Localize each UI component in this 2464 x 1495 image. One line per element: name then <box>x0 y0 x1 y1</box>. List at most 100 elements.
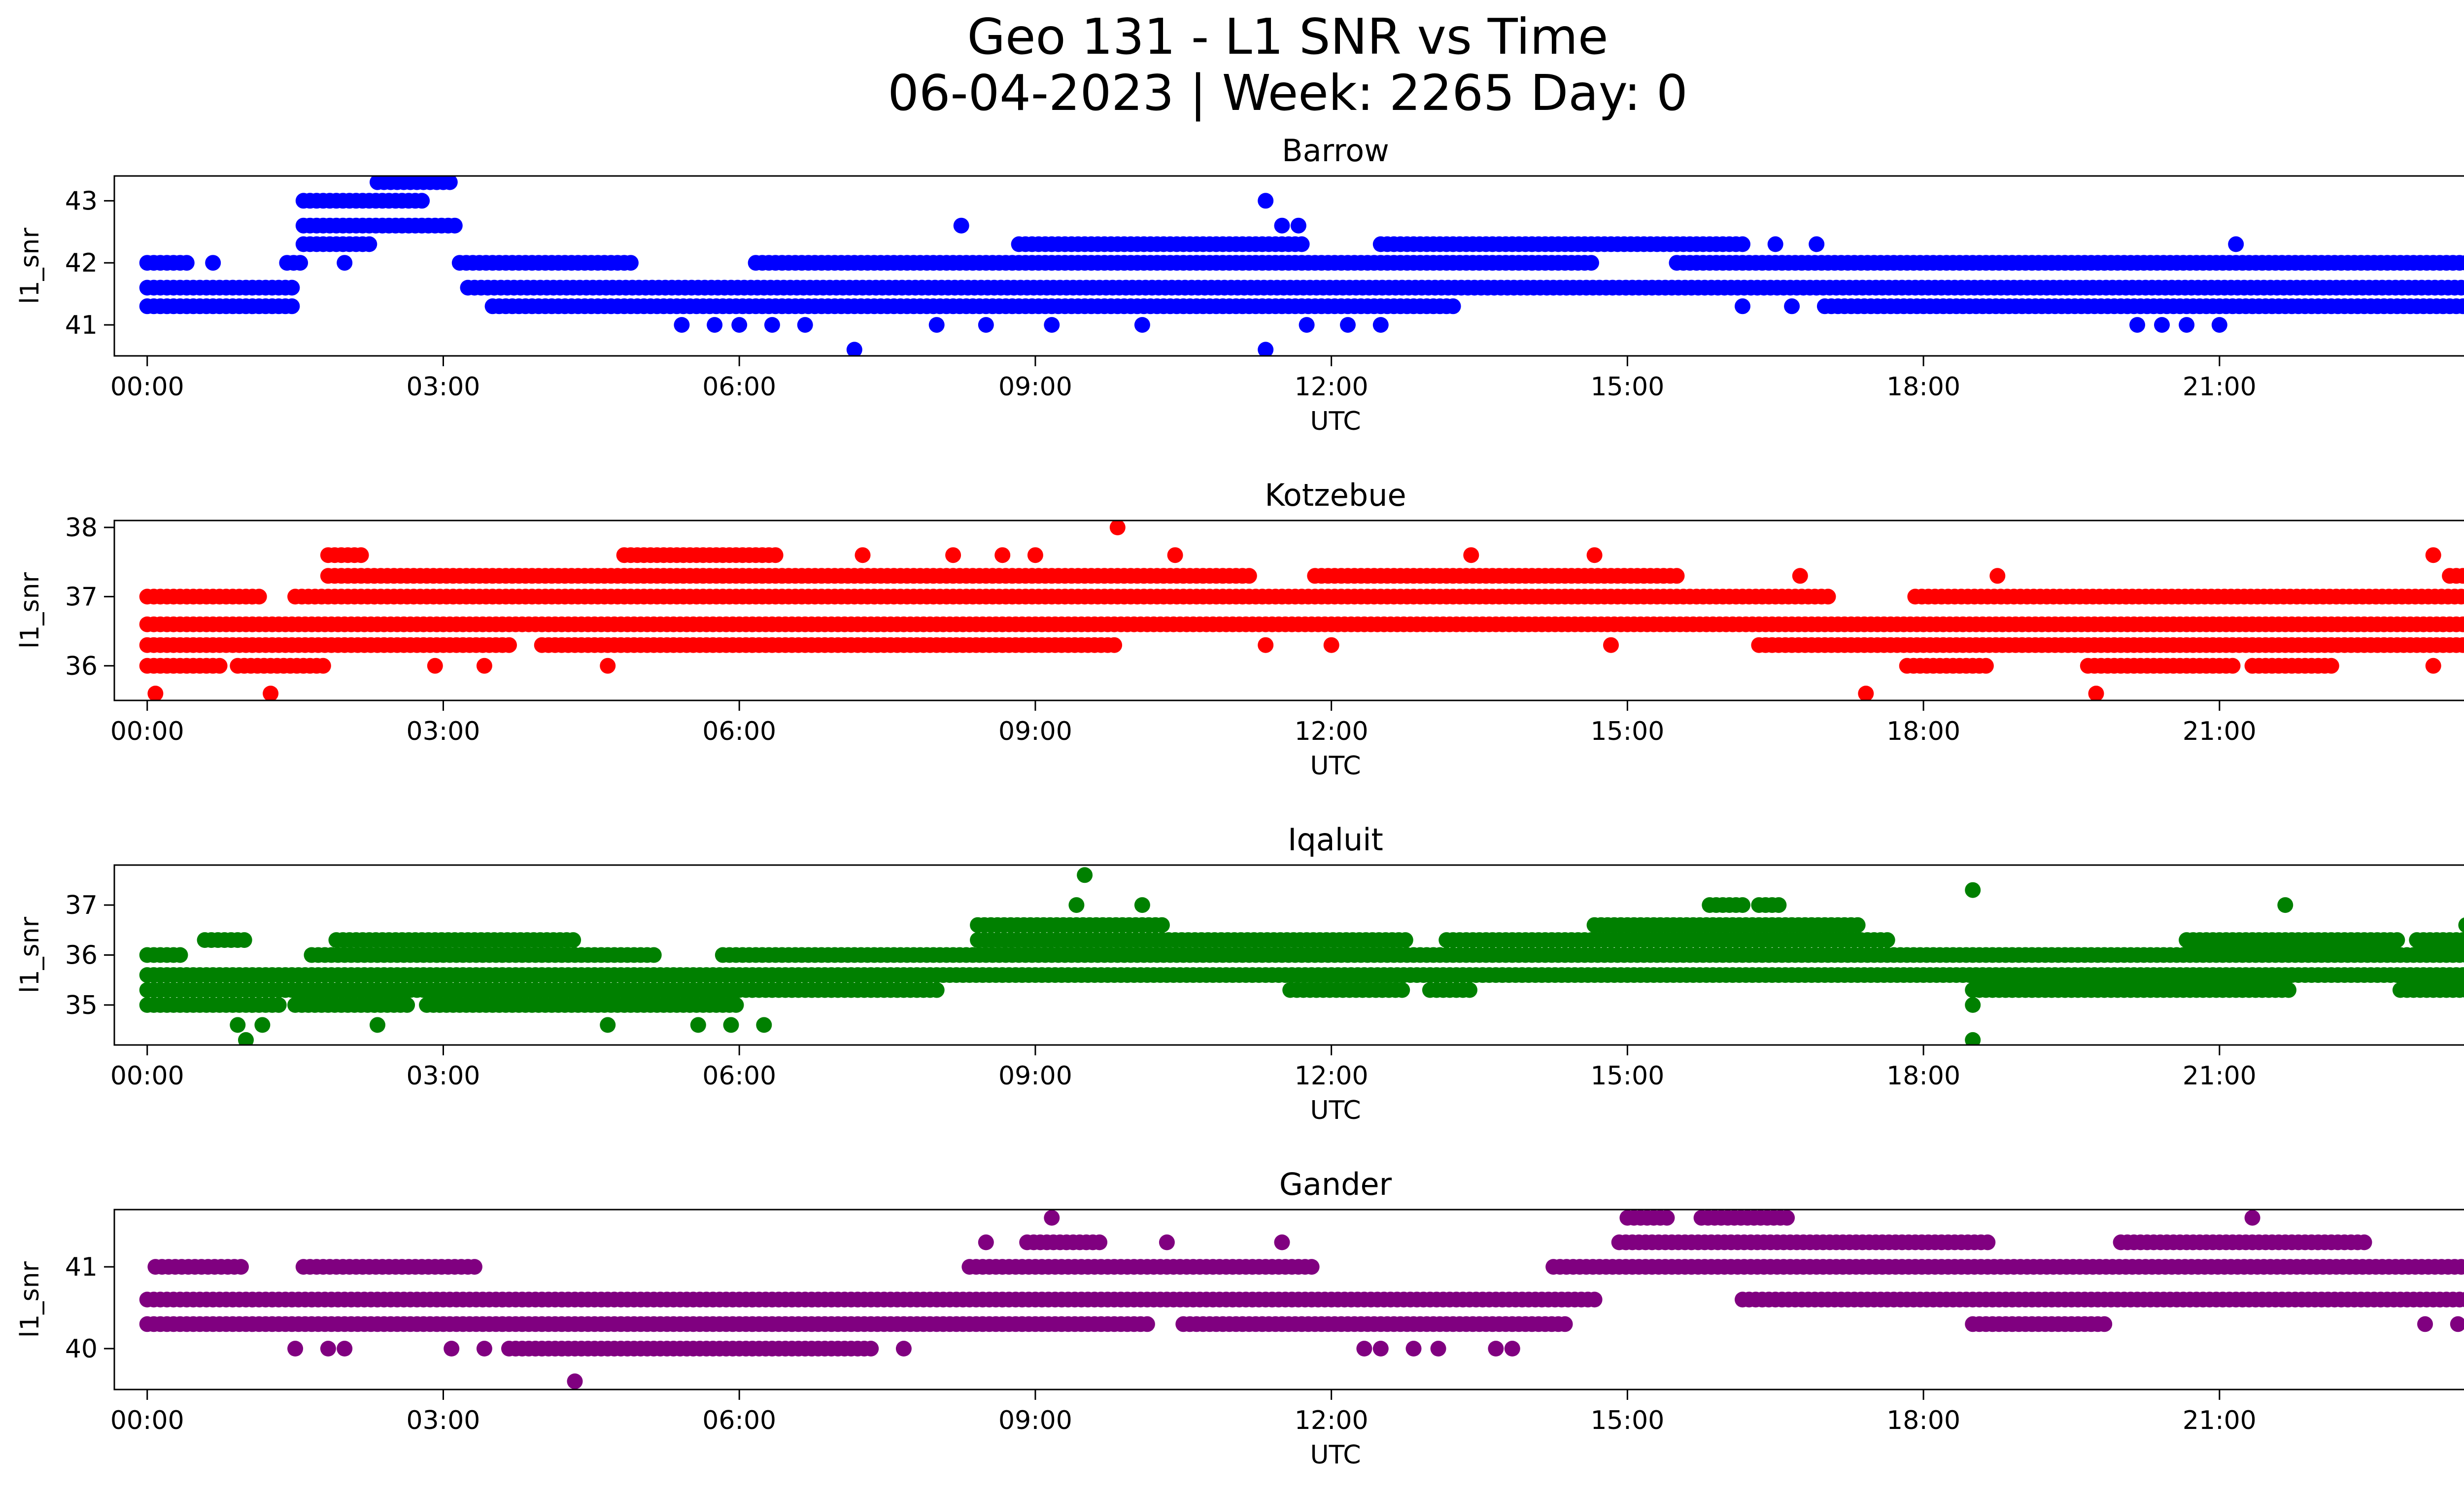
y-axis-label: l1_snr <box>15 1261 45 1338</box>
data-point <box>2228 236 2244 252</box>
data-point <box>928 982 945 998</box>
data-point <box>1258 342 1274 356</box>
data-point <box>2455 568 2464 584</box>
x-tick-label: 03:00 <box>407 1406 480 1435</box>
data-point <box>370 1017 385 1033</box>
y-axis-label: l1_snr <box>15 916 45 993</box>
data-point <box>2244 1210 2260 1226</box>
data-point <box>945 547 961 563</box>
data-point <box>2462 934 2464 946</box>
data-point <box>263 686 279 700</box>
x-tick-label: 03:00 <box>407 372 480 402</box>
x-tick-label: 21:00 <box>2183 1406 2257 1435</box>
data-point <box>1241 568 1257 584</box>
data-point <box>2088 686 2104 700</box>
data-point <box>1303 1259 1320 1275</box>
data-point <box>2425 547 2441 563</box>
data-point <box>978 1234 994 1251</box>
y-tick-label: 41 <box>65 311 98 340</box>
data-point <box>1044 317 1060 333</box>
data-point <box>2460 1260 2464 1274</box>
data-point <box>2096 1316 2113 1332</box>
data-point <box>731 317 748 333</box>
data-point <box>1557 1316 1573 1332</box>
data-point <box>1139 1316 1155 1332</box>
y-tick-label: 36 <box>65 941 98 971</box>
data-point <box>600 1017 616 1033</box>
data-point <box>1106 637 1123 653</box>
subplot-title: Iqaluit <box>1288 822 1383 858</box>
x-tick-label: 21:00 <box>2183 717 2257 746</box>
x-tick-label: 15:00 <box>1590 1061 1664 1091</box>
x-tick-label: 00:00 <box>110 717 184 746</box>
y-axis-label: l1_snr <box>15 227 45 304</box>
data-point <box>1989 568 2006 584</box>
data-point <box>1159 1234 1175 1251</box>
data-point <box>230 1017 246 1033</box>
data-point <box>1767 236 1783 252</box>
y-tick-label: 40 <box>65 1334 98 1364</box>
y-tick-label: 36 <box>65 652 98 681</box>
data-point <box>1340 317 1356 333</box>
plot-frame <box>113 1209 2464 1391</box>
data-point <box>414 193 430 209</box>
data-point <box>1603 637 1619 653</box>
data-point <box>233 1259 249 1275</box>
data-point <box>728 997 744 1013</box>
y-axis-label: l1_snr <box>15 572 45 649</box>
data-point <box>1965 997 1981 1013</box>
data-point <box>1809 236 1825 252</box>
data-point <box>1356 1341 1372 1356</box>
data-point <box>254 1017 271 1033</box>
data-point <box>1965 1032 1981 1045</box>
y-tick-label: 42 <box>65 248 98 278</box>
data-point <box>2460 590 2464 604</box>
data-point <box>2323 658 2339 674</box>
data-point <box>172 947 188 963</box>
subplot-title: Kotzebue <box>1265 477 1406 513</box>
data-point <box>2455 616 2464 632</box>
data-point <box>1771 897 1787 913</box>
data-point <box>2389 932 2405 948</box>
y-tick-label: 37 <box>65 582 98 612</box>
data-point <box>2458 255 2464 271</box>
data-point <box>2211 317 2227 333</box>
data-point <box>565 932 582 948</box>
data-point <box>1779 1210 1795 1226</box>
y-tick-label: 38 <box>65 513 98 543</box>
data-point <box>2455 637 2464 653</box>
data-point <box>1430 1341 1446 1356</box>
data-point <box>1372 317 1389 333</box>
data-point <box>1134 317 1150 333</box>
data-point <box>337 255 353 271</box>
subplot-iqaluit: 00:00 03:00 06:00 09:00 12:00 15:00 18:00 21:00… <box>15 822 2464 1125</box>
data-point <box>1077 867 1093 883</box>
data-point <box>1274 217 1290 234</box>
x-tick-label: 15:00 <box>1590 1406 1664 1435</box>
data-point <box>1586 547 1603 563</box>
x-tick-label: 21:00 <box>2183 1061 2257 1091</box>
x-axis-label: UTC <box>1310 1440 1361 1470</box>
data-point <box>622 255 639 271</box>
x-tick-label: 06:00 <box>702 1406 776 1435</box>
x-tick-label: 03:00 <box>407 717 480 746</box>
data-point <box>2458 947 2464 963</box>
data-point <box>337 1341 353 1356</box>
data-point <box>1167 547 1183 563</box>
data-point <box>251 589 267 605</box>
data-point <box>2277 897 2293 913</box>
subplot-kotzebue: 00:00 03:00 06:00 09:00 12:00 15:00 18:00 21:00… <box>15 477 2464 781</box>
data-point <box>863 1341 879 1356</box>
data-point <box>1109 521 1126 535</box>
data-point <box>2462 300 2464 312</box>
x-tick-label: 21:00 <box>2183 372 2257 402</box>
data-point <box>567 1373 583 1390</box>
subplot-gander: 00:00 03:00 06:00 09:00 12:00 15:00 18:00 21:00… <box>15 1166 2464 1470</box>
data-point <box>2425 658 2441 674</box>
data-point <box>1044 1210 1060 1226</box>
data-point <box>287 1341 304 1356</box>
data-point <box>2455 298 2464 314</box>
data-point <box>1586 1291 1603 1308</box>
subplot-title: Gander <box>1279 1166 1392 1202</box>
